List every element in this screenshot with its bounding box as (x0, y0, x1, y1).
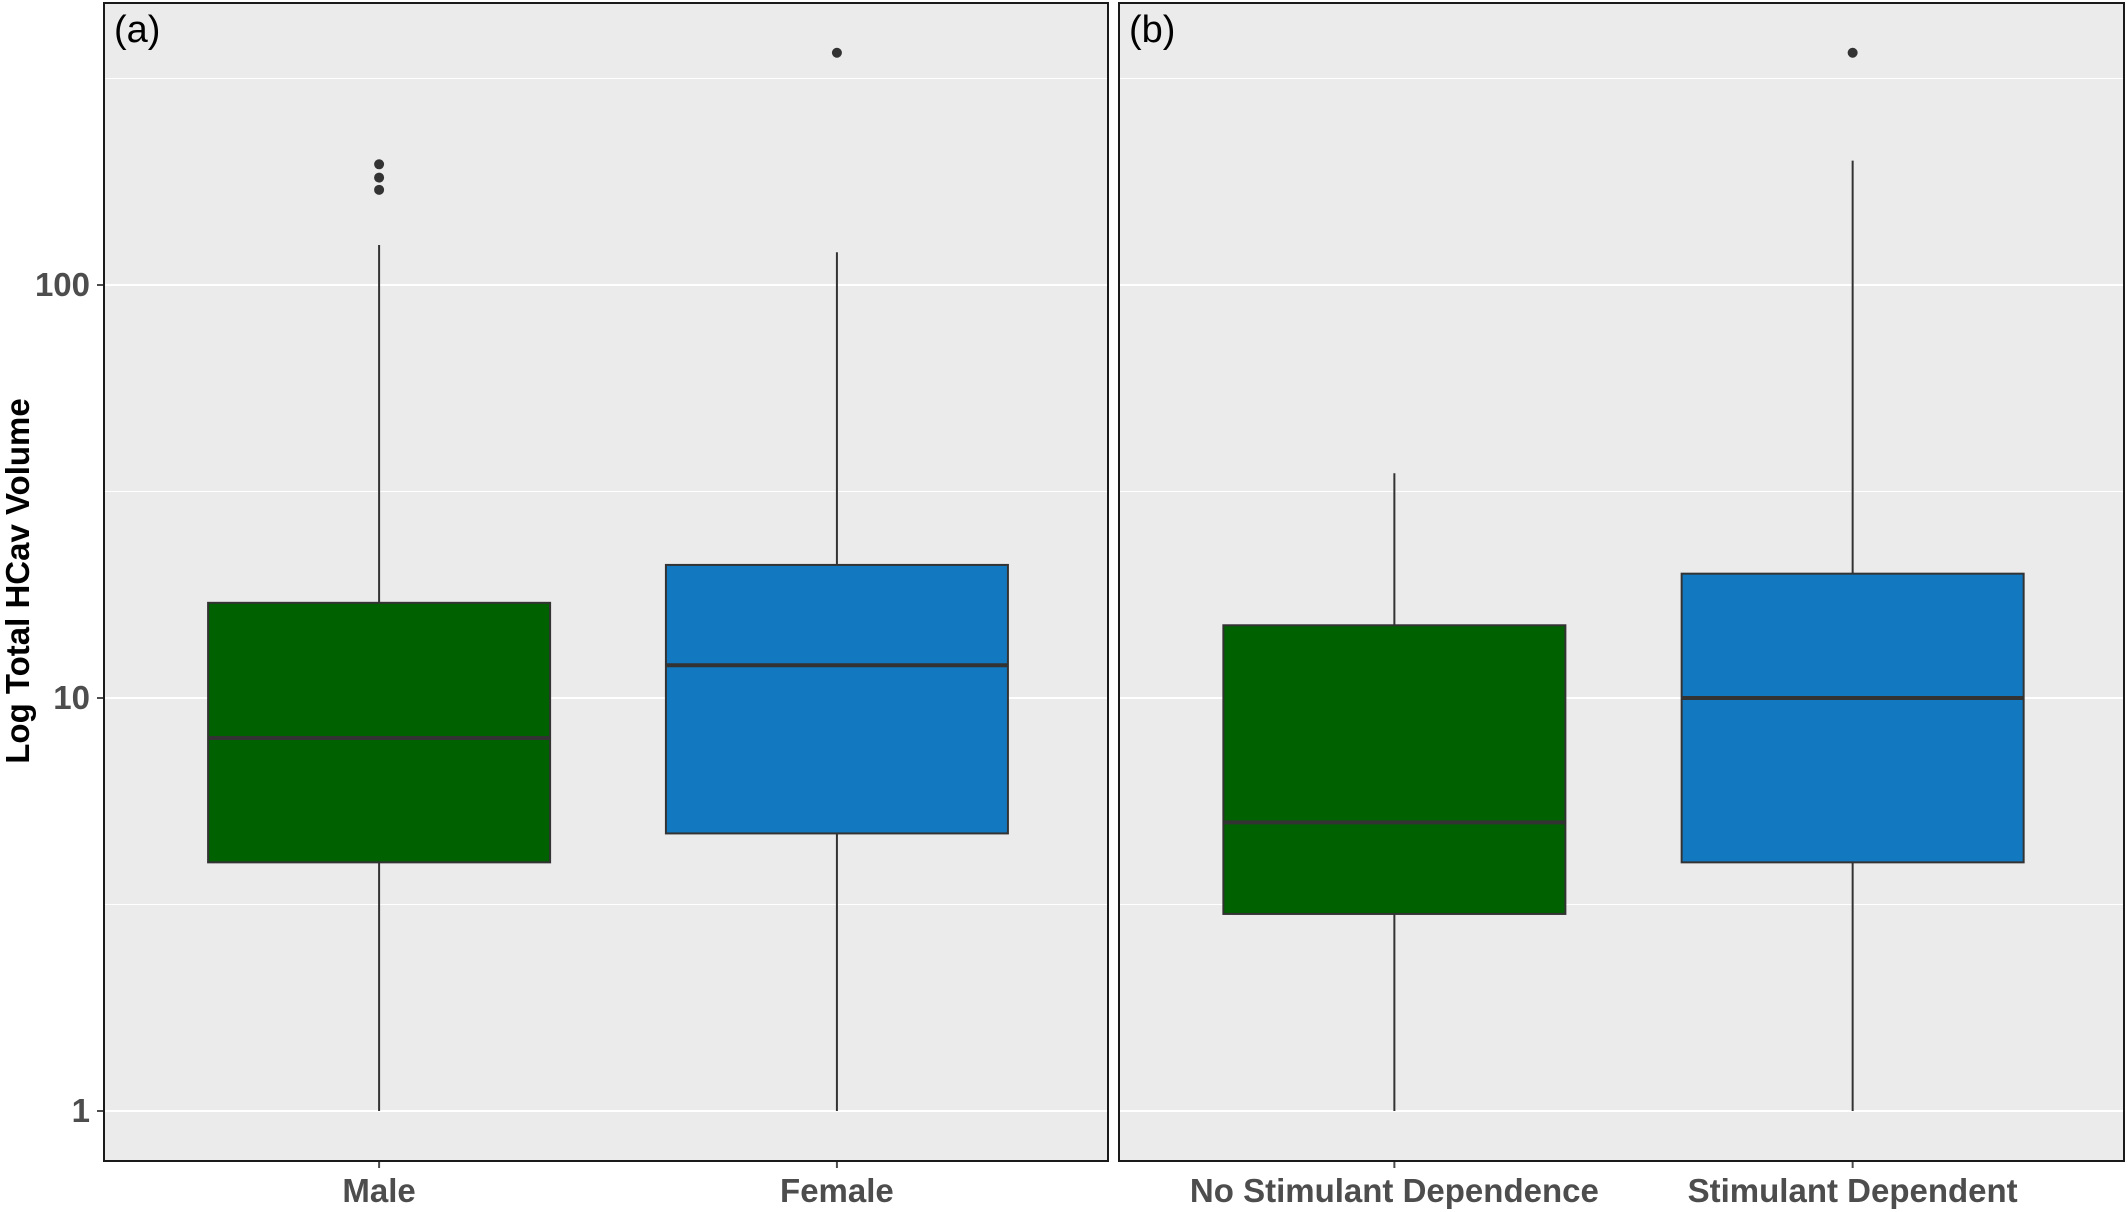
panel-tag: (a) (114, 9, 160, 51)
iqr-box (664, 563, 1009, 835)
outlier-point (374, 172, 385, 183)
outlier-point (831, 47, 842, 58)
panel-b: No Stimulant Dependence Stimulant Depende… (1118, 2, 2125, 1209)
outlier-point (1847, 47, 1858, 58)
box-no-stimulant-dependence (1222, 473, 1567, 1111)
box-stimulant-dependent (1680, 47, 2025, 1111)
iqr-box (1222, 624, 1567, 915)
panel-border (103, 2, 1109, 1162)
panel-a: Male Female (a) (103, 2, 1109, 1209)
y-axis: 1 10 100 (35, 266, 104, 1129)
x-tick-label: No Stimulant Dependence (1190, 1172, 1599, 1209)
x-tick-label: Stimulant Dependent (1688, 1172, 2018, 1209)
x-tick-label: Female (780, 1172, 894, 1209)
y-tick-label: 1 (72, 1092, 90, 1129)
outlier-point (374, 159, 385, 170)
outlier-point (374, 184, 385, 195)
y-axis-label: Log Total HCav Volume (0, 398, 36, 763)
box-female (664, 47, 1009, 1111)
panel-tag: (b) (1129, 9, 1175, 51)
box-male (207, 159, 552, 1111)
y-tick-label: 10 (53, 679, 90, 716)
iqr-box (1680, 572, 2025, 864)
x-tick-label: Male (342, 1172, 415, 1209)
y-tick-label: 100 (35, 266, 90, 303)
iqr-box (207, 601, 552, 864)
panel-border (1118, 2, 2125, 1162)
